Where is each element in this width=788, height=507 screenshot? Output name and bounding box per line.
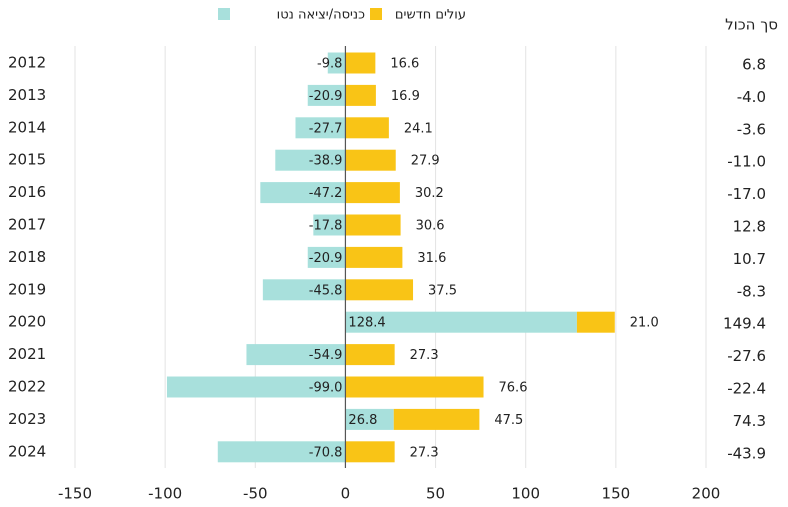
bar: [262, 279, 346, 301]
bar: [345, 344, 395, 366]
data-label: 27.3: [410, 445, 439, 460]
data-label: -27.7: [309, 121, 343, 136]
total-label: -4.0: [737, 88, 766, 106]
total-label: -11.0: [727, 153, 766, 171]
data-label: 16.6: [390, 57, 419, 72]
x-tick-label: 150: [602, 485, 631, 503]
bar: [307, 84, 346, 106]
total-label: 149.4: [723, 315, 766, 333]
bar: [345, 149, 396, 171]
data-label: 37.5: [428, 283, 457, 298]
bar: [345, 52, 376, 74]
total-label: 74.3: [733, 412, 766, 430]
data-label: 24.1: [404, 121, 433, 136]
y-tick-label: 2021: [8, 345, 46, 363]
data-label: 47.5: [494, 413, 523, 428]
y-tick-label: 2018: [8, 248, 46, 266]
data-label: -17.8: [309, 219, 343, 234]
bar: [307, 246, 346, 268]
data-label: 27.3: [410, 348, 439, 363]
bar: [393, 408, 480, 430]
y-tick-label: 2012: [8, 54, 46, 72]
bar: [345, 376, 484, 398]
totals-header: סך הכול: [725, 16, 778, 34]
x-tick-label: -50: [243, 485, 268, 503]
total-label: -8.3: [737, 282, 766, 300]
bar: [345, 182, 400, 204]
bar: [345, 214, 401, 236]
bar: [345, 408, 394, 430]
bar: [345, 84, 376, 106]
bar: [327, 52, 346, 74]
y-tick-label: 2017: [8, 216, 46, 234]
y-tick-label: 2020: [8, 313, 46, 331]
data-label: 30.2: [415, 186, 444, 201]
y-tick-label: 2024: [8, 442, 46, 460]
y-tick-label: 2016: [8, 183, 46, 201]
y-tick-label: 2015: [8, 151, 46, 169]
data-label: -54.9: [309, 348, 343, 363]
bar: [246, 344, 346, 366]
total-label: -22.4: [727, 380, 766, 398]
data-label: 26.8: [348, 413, 377, 428]
total-label: -3.6: [737, 120, 766, 138]
data-label: -20.9: [309, 251, 343, 266]
y-tick-label: 2014: [8, 118, 46, 136]
bar: [313, 214, 346, 236]
bar: [576, 311, 615, 333]
bar: [166, 376, 346, 398]
total-label: 6.8: [742, 56, 766, 74]
x-tick-label: 200: [692, 485, 721, 503]
y-tick-label: 2022: [8, 378, 46, 396]
data-label: -47.2: [309, 186, 343, 201]
total-label: -43.9: [727, 444, 766, 462]
total-label: -17.0: [727, 185, 766, 203]
y-tick-label: 2019: [8, 280, 46, 298]
data-label: -20.9: [309, 89, 343, 104]
x-tick-label: -150: [58, 485, 92, 503]
bar: [295, 117, 346, 139]
data-label: 76.6: [499, 381, 528, 396]
legend-label: כניסה/יציאה נטו: [277, 8, 365, 23]
bar: [345, 246, 403, 268]
data-label: 21.0: [630, 316, 659, 331]
x-tick-label: 0: [341, 485, 351, 503]
legend-label: עולים חדשים: [395, 8, 466, 23]
x-tick-label: 100: [511, 485, 540, 503]
x-tick-label: 50: [426, 485, 445, 503]
data-label: 30.6: [416, 219, 445, 234]
legend-swatch: [370, 8, 382, 20]
bar: [345, 117, 389, 139]
data-label: 16.9: [391, 89, 420, 104]
bar: [217, 441, 346, 463]
bar: [275, 149, 346, 171]
data-label: -38.9: [309, 154, 343, 169]
bar: [345, 441, 395, 463]
data-label: -9.8: [317, 57, 342, 72]
y-tick-label: 2023: [8, 410, 46, 428]
data-label: 128.4: [348, 316, 385, 331]
bar: [345, 279, 414, 301]
total-label: -27.6: [727, 347, 766, 365]
data-label: 31.6: [417, 251, 446, 266]
data-label: -45.8: [309, 283, 343, 298]
x-tick-label: -100: [148, 485, 182, 503]
bar: [260, 182, 346, 204]
data-label: -99.0: [309, 381, 343, 396]
bar: [345, 311, 577, 333]
legend-swatch: [218, 8, 230, 20]
total-label: 12.8: [733, 218, 766, 236]
y-tick-label: 2013: [8, 86, 46, 104]
data-label: 27.9: [411, 154, 440, 169]
total-label: 10.7: [733, 250, 766, 268]
data-label: -70.8: [309, 445, 343, 460]
